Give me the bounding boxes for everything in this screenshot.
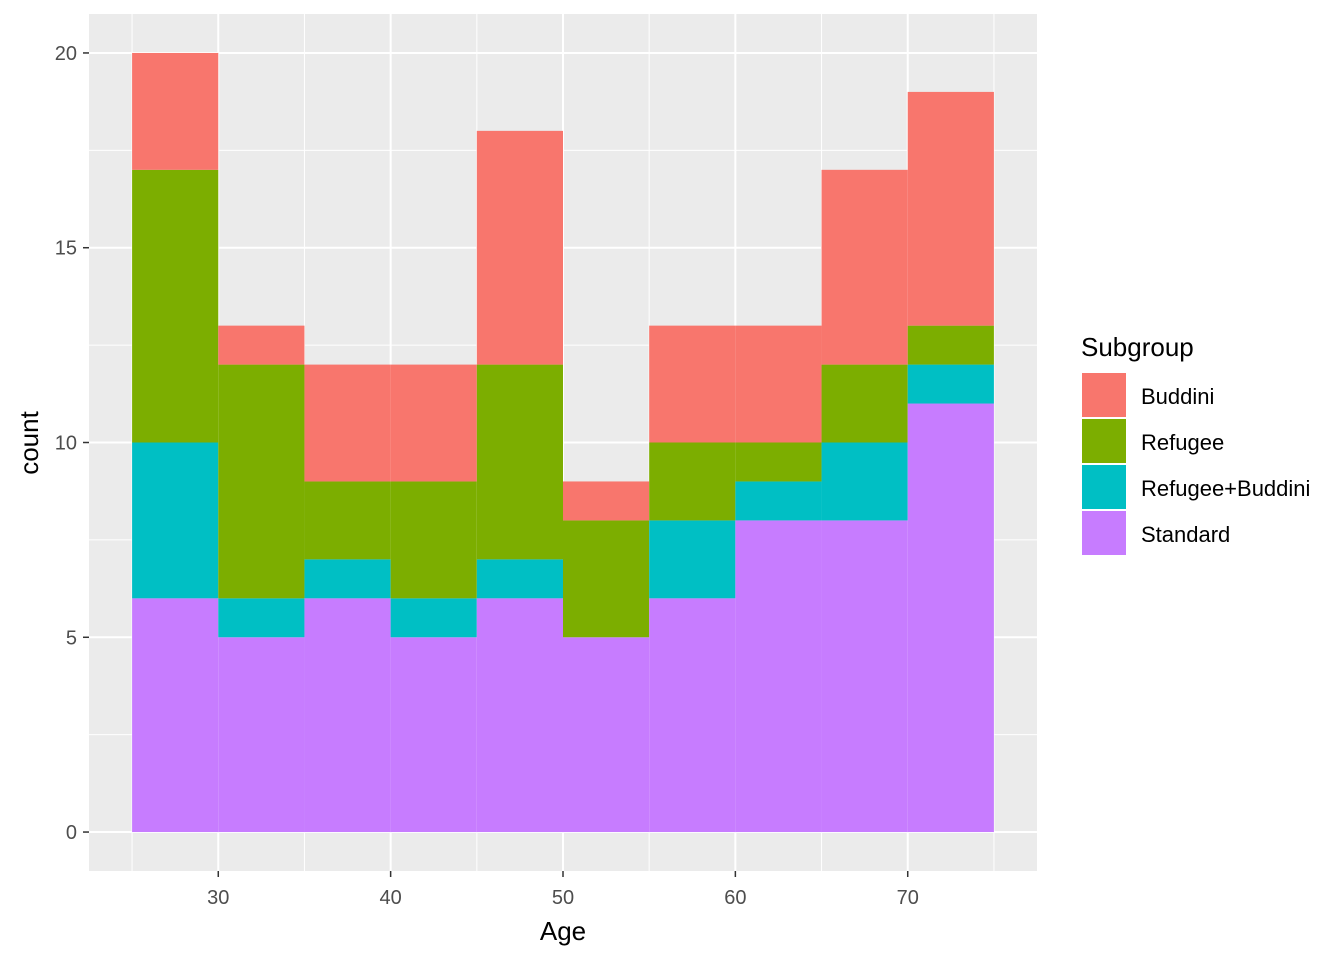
- bar-refugee-buddini: [304, 559, 391, 599]
- y-tick-label: 15: [55, 238, 77, 260]
- bar-standard: [476, 598, 563, 833]
- legend-title: Subgroup: [1081, 332, 1194, 362]
- bar-refugee-buddini: [218, 598, 305, 638]
- x-tick-label: 50: [552, 887, 574, 909]
- legend: Subgroup Buddini Refugee Refugee+Buddini St…: [1081, 332, 1310, 555]
- bar-refugee-buddini: [390, 598, 477, 638]
- bar-refugee-buddini: [907, 364, 994, 404]
- bar-standard: [821, 520, 908, 833]
- x-tick-label: 60: [724, 887, 746, 909]
- x-tick-label: 70: [897, 887, 919, 909]
- bar-refugee: [735, 442, 822, 482]
- legend-key: [1082, 511, 1126, 555]
- y-tick-label: 0: [66, 822, 77, 844]
- bar-standard: [304, 598, 391, 833]
- bar-buddini: [218, 325, 305, 365]
- bar-standard: [563, 637, 650, 833]
- y-axis-title: count: [14, 410, 44, 474]
- bars: [132, 52, 994, 833]
- bar-refugee: [390, 481, 477, 599]
- legend-label: Standard: [1141, 522, 1230, 547]
- bar-refugee-buddini: [821, 442, 908, 521]
- bar-buddini: [563, 481, 650, 521]
- x-axis-title: Age: [540, 916, 586, 946]
- legend-key: [1082, 419, 1126, 463]
- bar-refugee: [907, 325, 994, 365]
- bar-refugee-buddini: [735, 481, 822, 521]
- y-tick-label: 20: [55, 43, 77, 65]
- bar-refugee: [476, 364, 563, 560]
- bar-buddini: [649, 325, 736, 443]
- bar-buddini: [735, 325, 822, 443]
- bar-standard: [390, 637, 477, 833]
- bar-buddini: [476, 130, 563, 365]
- bar-buddini: [390, 364, 477, 482]
- bar-refugee: [132, 169, 219, 443]
- axes: 30 40 50 60 70 0 5 10 15 20: [55, 43, 919, 909]
- bar-buddini: [907, 91, 994, 326]
- legend-key: [1082, 465, 1126, 509]
- legend-key: [1082, 373, 1126, 417]
- bar-standard: [649, 598, 736, 833]
- legend-label: Buddini: [1141, 384, 1214, 409]
- bar-buddini: [304, 364, 391, 482]
- bar-standard: [218, 637, 305, 833]
- bar-refugee-buddini: [132, 442, 219, 599]
- bar-standard: [907, 403, 994, 833]
- legend-label: Refugee+Buddini: [1141, 476, 1310, 501]
- x-tick-label: 40: [380, 887, 402, 909]
- x-tick-label: 30: [207, 887, 229, 909]
- bar-buddini: [821, 169, 908, 365]
- bar-refugee: [563, 520, 650, 638]
- bar-buddini: [132, 52, 219, 170]
- y-tick-label: 10: [55, 433, 77, 455]
- bar-refugee-buddini: [649, 520, 736, 599]
- bar-standard: [132, 598, 219, 833]
- bar-standard: [735, 520, 822, 833]
- bar-refugee: [649, 442, 736, 521]
- bar-refugee-buddini: [476, 559, 563, 599]
- legend-label: Refugee: [1141, 430, 1224, 455]
- bar-refugee: [821, 364, 908, 443]
- y-tick-label: 5: [66, 627, 77, 649]
- bar-refugee: [218, 364, 305, 599]
- bar-refugee: [304, 481, 391, 560]
